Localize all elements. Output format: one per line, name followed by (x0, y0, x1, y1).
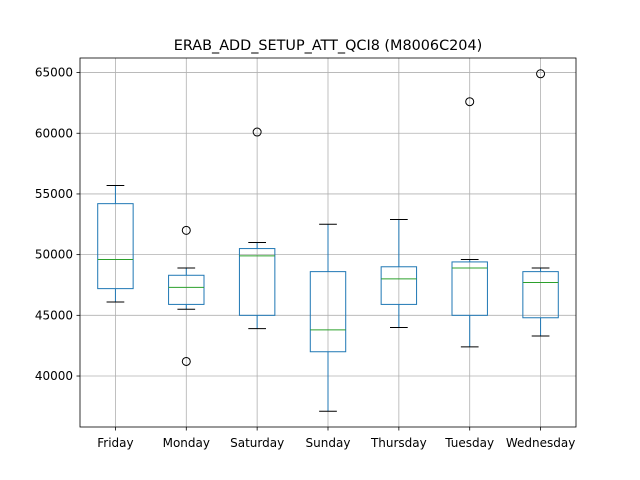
grid-lines (80, 58, 576, 427)
outlier-point (181, 225, 191, 235)
box-group-tuesday (451, 97, 488, 348)
y-tick-label: 60000 (35, 126, 73, 140)
outlier-point (181, 356, 191, 366)
box-group-wednesday (522, 69, 559, 337)
y-tick-label: 65000 (35, 66, 73, 80)
outlier-point (465, 97, 475, 107)
box-iqr (451, 261, 488, 316)
outlier-point (252, 127, 262, 137)
outlier-point (536, 69, 546, 79)
box-iqr (522, 271, 559, 319)
y-tick-label: 45000 (35, 308, 73, 322)
chart-title: ERAB_ADD_SETUP_ATT_QCI8 (M8006C204) (174, 38, 482, 54)
box-group-saturday (238, 127, 276, 330)
axes: 40000 45000 50000 55000 60000 65000 Friday Mond… (35, 57, 577, 450)
box-iqr (309, 271, 347, 353)
y-tick-label: 55000 (35, 187, 73, 201)
x-tick-label: Tuesday (444, 436, 494, 450)
box-group-friday (97, 184, 134, 303)
box-group-monday (168, 225, 205, 366)
x-tick-label: Saturday (230, 436, 284, 450)
box-group-thursday (380, 218, 418, 328)
x-tick-label: Sunday (306, 436, 351, 450)
box-group-sunday (309, 223, 347, 412)
box-iqr (97, 203, 134, 290)
x-tick-label: Thursday (370, 436, 427, 450)
x-tick-label: Wednesday (506, 436, 575, 450)
y-tick-label: 50000 (35, 248, 73, 262)
y-tick-label: 40000 (35, 369, 73, 383)
box-iqr (238, 248, 276, 316)
x-tick-label: Friday (97, 436, 133, 450)
box-iqr (168, 274, 205, 305)
box-iqr (380, 266, 418, 305)
boxes (97, 69, 559, 412)
x-tick-label: Monday (163, 436, 210, 450)
